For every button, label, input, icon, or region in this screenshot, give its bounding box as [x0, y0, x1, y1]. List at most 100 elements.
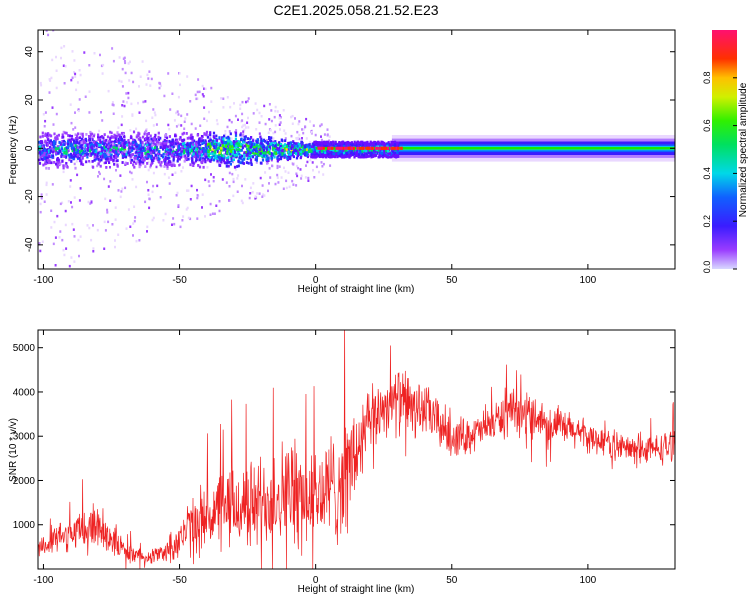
heatmap-cell — [369, 142, 372, 146]
heatmap-cell — [154, 113, 157, 117]
heatmap-cell — [308, 143, 311, 146]
heatmap-cell — [386, 150, 389, 153]
heatmap-cell — [68, 138, 71, 142]
heatmap-cell — [168, 139, 171, 143]
heatmap-cell — [291, 144, 294, 147]
heatmap-cell — [193, 139, 196, 143]
heatmap-cell — [123, 56, 126, 60]
heatmap-cell — [270, 152, 273, 155]
heatmap-cell — [261, 195, 264, 198]
heatmap-cell — [133, 160, 136, 164]
heatmap-cell — [76, 134, 79, 138]
heatmap-cell — [116, 134, 119, 138]
heatmap-cell — [165, 162, 168, 166]
heatmap-cell — [298, 148, 301, 152]
heatmap-cell — [44, 132, 47, 136]
heatmap-cell — [273, 155, 276, 159]
heatmap-cell — [323, 144, 326, 148]
heatmap-cell — [344, 152, 347, 155]
heatmap-cell — [152, 149, 155, 153]
heatmap-cell — [279, 128, 281, 131]
heatmap-cell — [148, 206, 151, 210]
heatmap-cell — [174, 151, 177, 154]
heatmap-cell — [272, 131, 275, 135]
heatmap-cell — [89, 144, 92, 148]
heatmap-cell — [261, 158, 265, 162]
heatmap-cell — [47, 134, 50, 138]
heatmap-cell — [378, 150, 381, 153]
heatmap-cell — [261, 157, 264, 160]
heatmap-cell — [74, 154, 77, 158]
heatmap-cell — [114, 206, 117, 209]
heatmap-cell — [267, 189, 269, 193]
heatmap-cell — [210, 86, 213, 90]
heatmap-cell — [146, 180, 148, 184]
heatmap-cell — [252, 182, 255, 185]
heatmap-cell — [61, 201, 64, 205]
heatmap-cell — [308, 154, 311, 157]
heatmap-cell — [187, 189, 190, 192]
heatmap-cell — [233, 144, 236, 147]
heatmap-cell — [395, 146, 399, 150]
heatmap-cell — [129, 129, 132, 132]
heatmap-cell — [130, 171, 133, 175]
heatmap-cell — [202, 165, 205, 169]
heatmap-cell — [80, 149, 84, 153]
heatmap-cell — [194, 93, 197, 97]
heatmap-cell — [241, 154, 244, 158]
heatmap-cell — [55, 86, 58, 90]
heatmap-cell — [77, 153, 80, 157]
heatmap-cell — [390, 149, 394, 152]
heatmap-cell — [195, 156, 198, 159]
heatmap-cell — [382, 149, 385, 152]
x-tick-label: -100 — [33, 575, 53, 586]
heatmap-cell — [180, 114, 183, 118]
heatmap-cell — [335, 146, 338, 150]
heatmap-cell — [209, 145, 212, 148]
heatmap-cell — [322, 173, 325, 176]
heatmap-cell — [201, 193, 204, 196]
heatmap-cell — [309, 141, 312, 144]
heatmap-cell — [171, 92, 174, 95]
heatmap-cell — [113, 135, 116, 139]
heatmap-cell — [261, 153, 264, 157]
heatmap-cell — [318, 146, 321, 150]
heatmap-cell — [96, 141, 99, 145]
heatmap-cell — [357, 144, 360, 148]
heatmap-cell — [326, 154, 329, 158]
heatmap-cell — [213, 140, 216, 143]
heatmap-cell — [152, 124, 155, 127]
heatmap-cell — [53, 132, 56, 136]
heatmap-cell — [283, 156, 286, 159]
heatmap-cell — [278, 123, 281, 126]
heatmap-cell — [101, 147, 104, 150]
heatmap-cell — [90, 201, 93, 204]
heatmap-cell — [279, 157, 282, 161]
heatmap-cell — [306, 160, 309, 164]
heatmap-cell — [336, 143, 339, 146]
heatmap-cell — [135, 150, 138, 154]
heatmap-cell — [281, 148, 284, 152]
heatmap-cell — [320, 138, 323, 142]
heatmap-cell — [249, 142, 252, 145]
heatmap-cell — [73, 146, 76, 150]
heatmap-cell — [203, 117, 206, 120]
heatmap-cell — [282, 109, 285, 112]
heatmap-cell — [224, 143, 227, 146]
heatmap-cell — [124, 145, 127, 149]
heatmap-cell — [400, 146, 403, 150]
heatmap-cell — [167, 123, 170, 127]
heatmap-cell — [158, 160, 161, 164]
heatmap-cell — [63, 151, 66, 155]
heatmap-cell — [146, 230, 148, 233]
heatmap-cell — [288, 153, 291, 156]
heatmap-cell — [57, 147, 60, 150]
heatmap-cell — [73, 59, 76, 62]
heatmap-cell — [93, 155, 96, 159]
heatmap-cell — [141, 154, 144, 158]
heatmap-cell — [189, 150, 192, 154]
heatmap-cell — [118, 140, 121, 143]
heatmap-cell — [183, 159, 186, 163]
heatmap-cell — [73, 141, 76, 145]
heatmap-cell — [374, 150, 377, 154]
